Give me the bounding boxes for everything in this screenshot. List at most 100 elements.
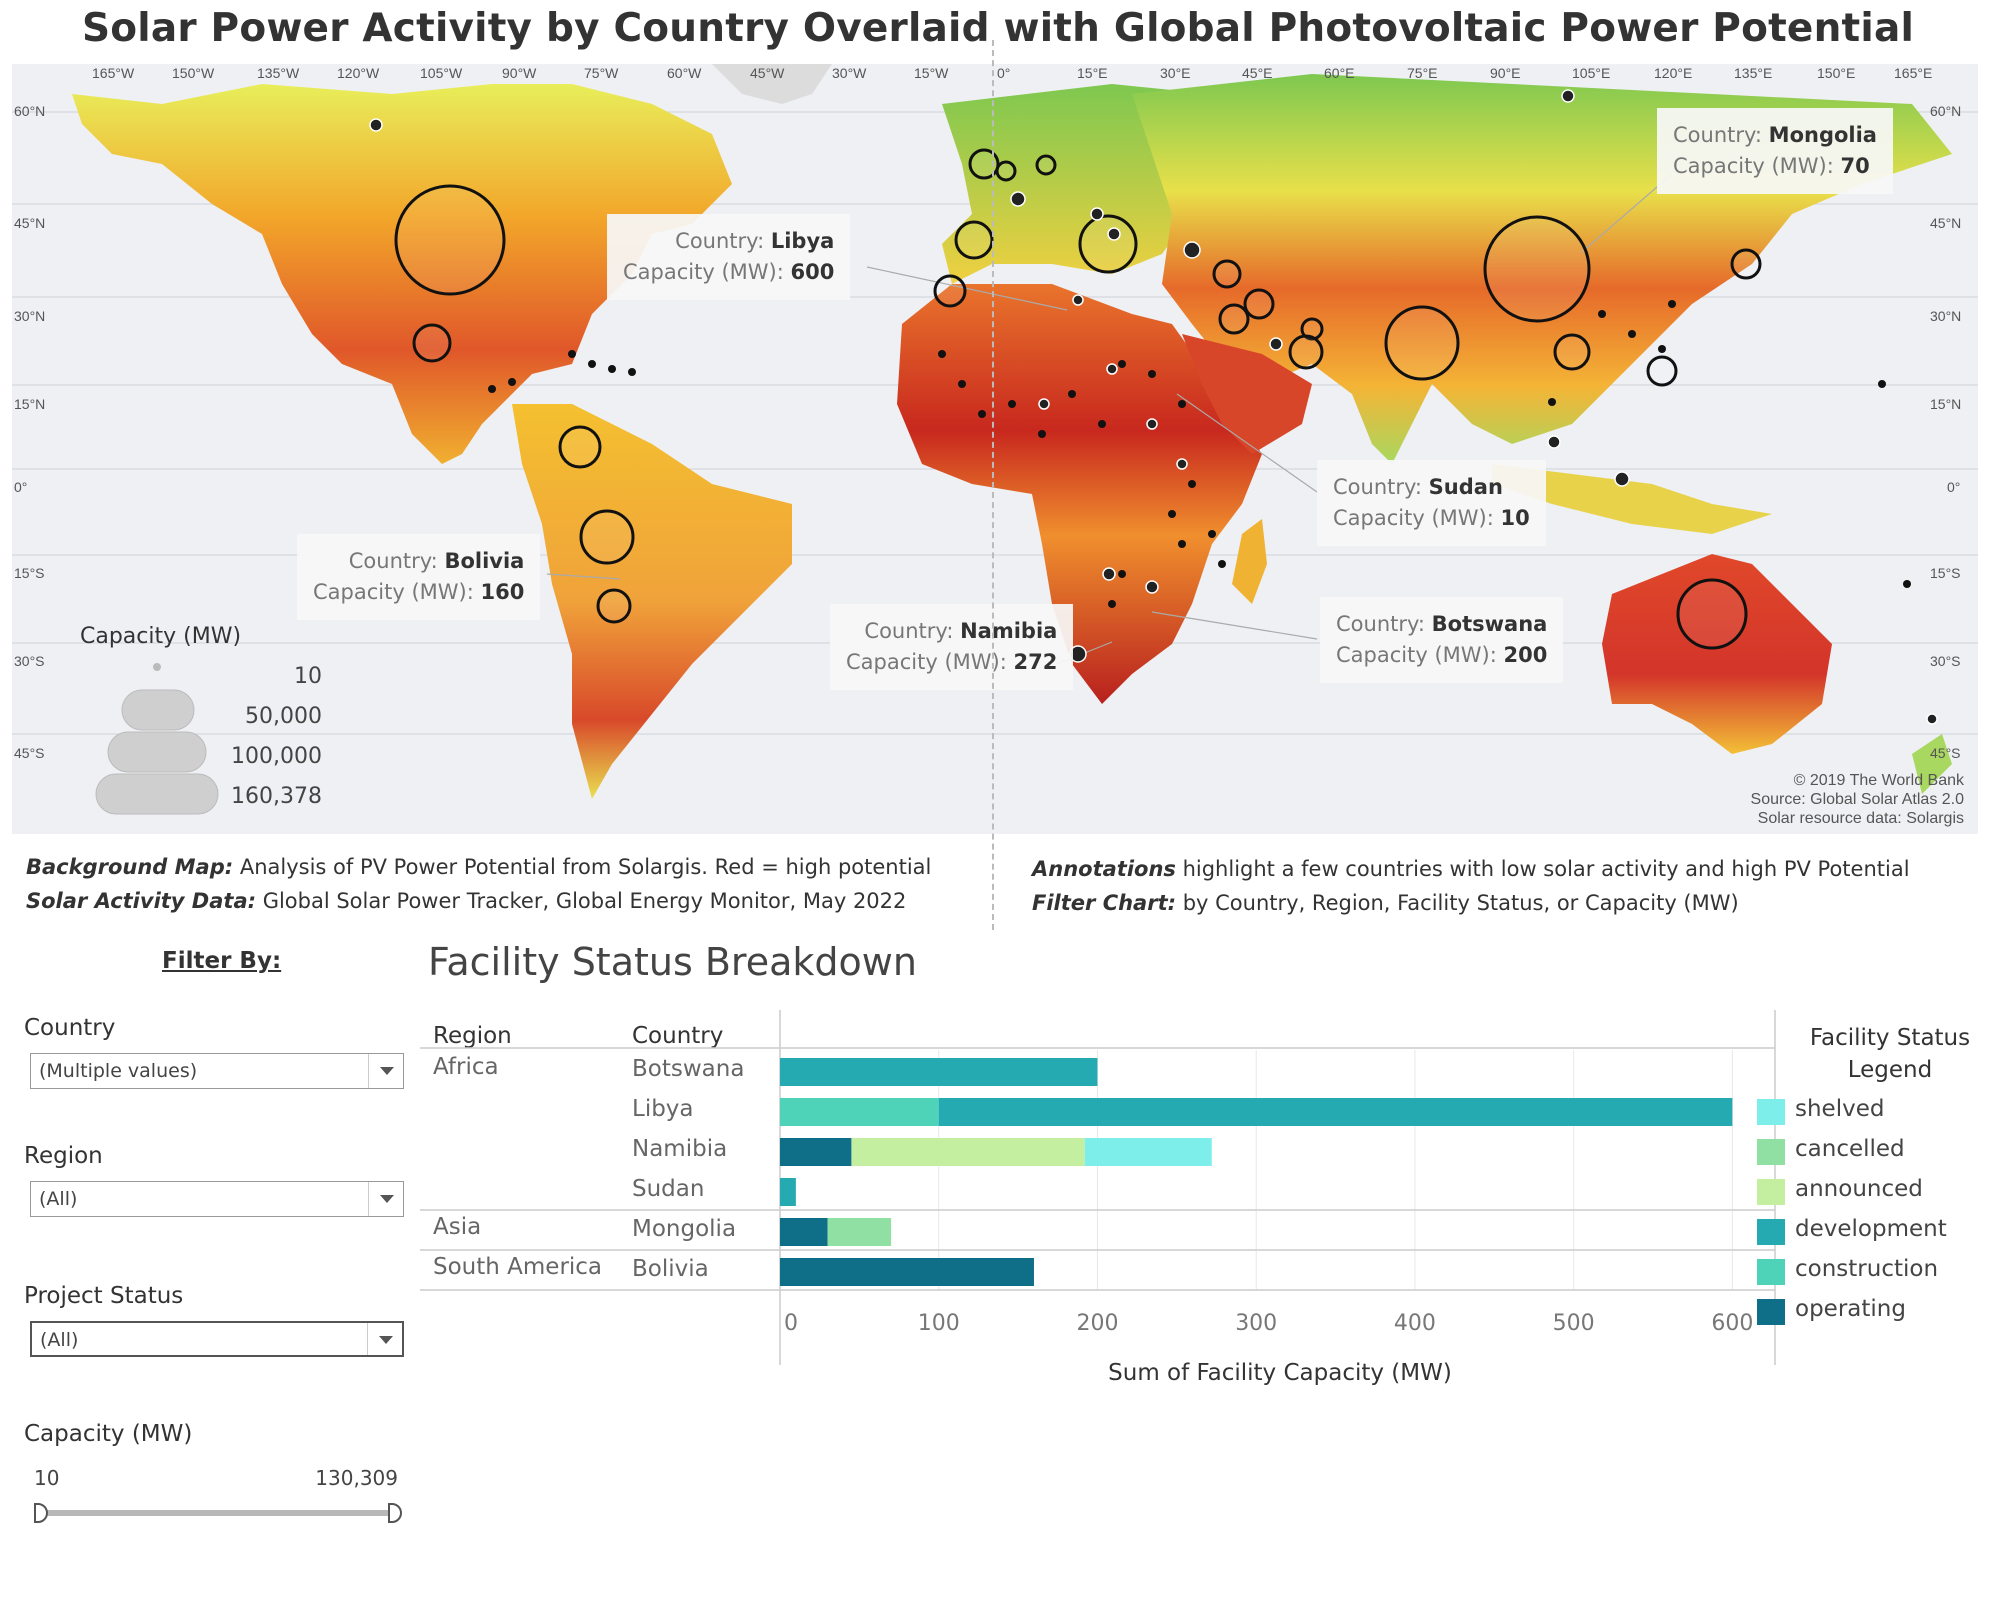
header-country: Country: [632, 1023, 724, 1049]
lon-tick: 60°W: [667, 65, 702, 81]
capacity-bubble-small: [1628, 330, 1636, 338]
capacity-bubble: [933, 274, 967, 308]
legend-swatch: [1757, 1139, 1785, 1165]
capacity-bubble-small: [1118, 570, 1126, 578]
bar-segment-construction[interactable]: [780, 1098, 939, 1126]
lon-tick: 135°E: [1734, 65, 1772, 81]
bar-segment-operating[interactable]: [780, 1138, 852, 1166]
bar-segment-operating[interactable]: [780, 1258, 1034, 1286]
lon-tick: 165°W: [92, 65, 135, 81]
new-zealand-landmass: [1912, 734, 1952, 794]
bar-segment-development[interactable]: [938, 1098, 1733, 1126]
lat-tick: 30°N: [1930, 308, 1961, 324]
capacity-bubble: [558, 425, 602, 469]
lon-tick: 30°E: [1160, 65, 1191, 81]
notes-right: Annotations highlight a few countries wi…: [1032, 857, 1910, 915]
capacity-bubble-small: [508, 378, 516, 386]
legend-item-development[interactable]: development: [1757, 1216, 1947, 1245]
legend-title-line: Legend: [1847, 1057, 1933, 1083]
capacity-bubble-small: [628, 368, 636, 376]
annotation-mongolia: Country: Mongolia Capacity (MW): 70: [1657, 108, 1893, 194]
capacity-bubble: [1269, 337, 1283, 351]
capacity-bubble-small: [1208, 530, 1216, 538]
x-axis-label: Sum of Facility Capacity (MW): [1108, 1360, 1452, 1386]
capacity-max-label: 130,309: [315, 1466, 398, 1490]
lat-tick: 15°N: [1930, 396, 1961, 412]
x-tick-label: 300: [1235, 1311, 1277, 1336]
lon-tick: 75°E: [1407, 65, 1438, 81]
legend-item-cancelled[interactable]: cancelled: [1757, 1136, 1905, 1165]
bar-segment-development[interactable]: [780, 1178, 796, 1206]
europe-landmass: [942, 84, 1212, 284]
row-country-label: Bolivia: [632, 1256, 709, 1282]
capacity-bubble: [412, 323, 452, 363]
capacity-bubble: [1038, 398, 1050, 410]
country-filter-dropdown[interactable]: (Multiple values): [30, 1053, 404, 1089]
lat-tick: 15°S: [1930, 565, 1961, 581]
chevron-down-icon[interactable]: [368, 1182, 403, 1216]
header-region: Region: [433, 1023, 512, 1049]
bar-segment-announced[interactable]: [851, 1138, 1085, 1166]
bar-segment-development[interactable]: [780, 1058, 1098, 1086]
capacity-bubble: [1300, 317, 1324, 341]
pv-potential-map[interactable]: 165°W 150°W 135°W 120°W 105°W 90°W 75°W …: [12, 64, 1978, 834]
credit-line: © 2019 The World Bank: [1793, 772, 1964, 789]
lat-tick: 45°N: [14, 215, 45, 231]
capacity-bubble-small: [568, 350, 576, 358]
capacity-bubble-small: [958, 380, 966, 388]
bar-segment-operating[interactable]: [780, 1218, 828, 1246]
capacity-bubble-small: [608, 365, 616, 373]
annotation-libya: Country: Libya Capacity (MW): 600: [607, 214, 851, 300]
legend-item-construction[interactable]: construction: [1757, 1256, 1938, 1285]
lat-tick: 0°: [1947, 479, 1960, 495]
row-region-label: South America: [433, 1254, 603, 1280]
capacity-bubble-small: [1148, 370, 1156, 378]
lat-tick: 60°N: [14, 103, 45, 119]
capacity-bubble-small: [1548, 398, 1556, 406]
legend-label: cancelled: [1795, 1136, 1905, 1162]
capacity-bubbles: [369, 89, 1938, 725]
lat-tick: 15°S: [14, 565, 45, 581]
capacity-bubble: [1483, 215, 1591, 323]
capacity-slider-min-handle[interactable]: [34, 1503, 48, 1523]
status-filter-value: (All): [40, 1329, 79, 1351]
capacity-bubble: [1146, 418, 1158, 430]
capacity-slider-max-handle[interactable]: [388, 1503, 402, 1523]
australia-landmass: [1602, 554, 1832, 754]
lat-tick: 45°N: [1930, 215, 1961, 231]
capacity-bubble-small: [1658, 345, 1666, 353]
bar-segment-cancelled[interactable]: [827, 1218, 892, 1246]
capacity-bubble: [1243, 288, 1275, 320]
lat-tick: 60°N: [1930, 103, 1961, 119]
greenland-landmass: [712, 64, 832, 104]
capacity-bubble: [1926, 713, 1938, 725]
lat-tick: 45°S: [14, 745, 45, 761]
capacity-bubble-small: [588, 360, 596, 368]
bar-segment-shelved[interactable]: [1084, 1138, 1212, 1166]
capacity-bubble-small: [1038, 430, 1046, 438]
africa-landmass: [897, 284, 1262, 704]
longitude-ticks: 165°W 150°W 135°W 120°W 105°W 90°W 75°W …: [92, 65, 1932, 81]
capacity-bubble: [1102, 567, 1116, 581]
chevron-down-icon[interactable]: [367, 1323, 402, 1355]
status-filter-dropdown[interactable]: (All): [30, 1321, 404, 1357]
legend-swatch: [1757, 1259, 1785, 1285]
size-legend-label: 160,378: [231, 784, 322, 809]
legend-item-announced[interactable]: announced: [1757, 1176, 1923, 1205]
region-filter-dropdown[interactable]: (All): [30, 1181, 404, 1217]
lon-tick: 75°W: [584, 65, 619, 81]
capacity-bubble-small: [1903, 580, 1911, 588]
lon-tick: 15°E: [1077, 65, 1108, 81]
chevron-down-icon[interactable]: [368, 1054, 403, 1088]
facility-status-bar-chart[interactable]: 0 100 200 300 400 500 600: [420, 1010, 1780, 1410]
legend-item-operating[interactable]: operating: [1757, 1296, 1906, 1325]
legend-item-shelved[interactable]: shelved: [1757, 1096, 1885, 1125]
capacity-bubble-small: [488, 385, 496, 393]
latitude-ticks: 60°N 45°N 30°N 15°N 0° 15°S 30°S 45°S 60…: [14, 103, 1961, 761]
madagascar-landmass: [1232, 519, 1267, 604]
legend-label: shelved: [1795, 1096, 1885, 1122]
capacity-slider-track[interactable]: [40, 1510, 400, 1516]
status-legend-title: Facility Status Legend: [1790, 1022, 1990, 1086]
capacity-bubble: [394, 184, 506, 296]
size-legend-shape: [121, 689, 195, 731]
